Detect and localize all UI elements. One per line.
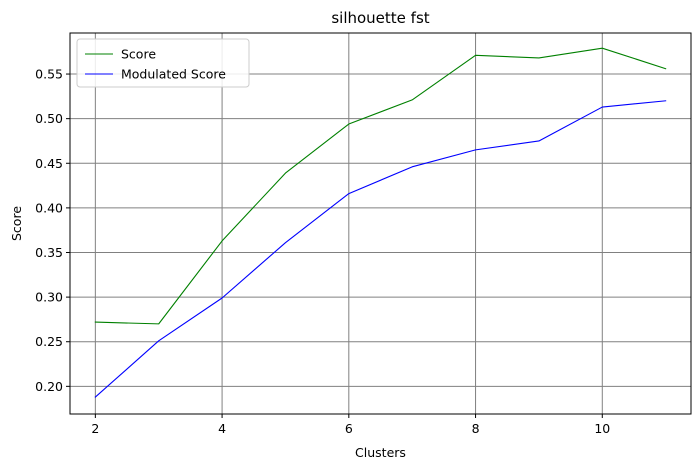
- x-tick-label: 10: [594, 421, 610, 436]
- y-axis-label: Score: [9, 206, 24, 241]
- y-tick-label: 0.45: [35, 156, 63, 171]
- y-tick-label: 0.50: [35, 111, 63, 126]
- grid: [70, 33, 691, 414]
- legend-label: Modulated Score: [121, 67, 226, 82]
- y-axis-ticks: 0.20 0.25 0.30 0.35 0.40 0.45 0.50 0.55: [35, 67, 70, 394]
- x-axis-ticks: 2 4 6 8 10: [91, 414, 610, 436]
- legend-label: Score: [121, 47, 156, 62]
- x-tick-label: 8: [472, 421, 480, 436]
- legend: Score Modulated Score: [76, 38, 250, 88]
- series-line-score: [94, 47, 667, 325]
- y-tick-label: 0.25: [35, 334, 63, 349]
- y-tick-label: 0.55: [35, 67, 63, 82]
- x-tick-label: 2: [91, 421, 99, 436]
- y-tick-label: 0.20: [35, 379, 63, 394]
- plot-area-frame: [69, 32, 692, 415]
- series-lines: [94, 47, 667, 398]
- y-tick-label: 0.40: [35, 200, 63, 215]
- y-tick-label: 0.35: [35, 245, 63, 260]
- x-tick-label: 4: [218, 421, 226, 436]
- legend-box: [76, 38, 250, 88]
- series-line-modulated-score: [94, 100, 667, 398]
- chart-title: silhouette fst: [331, 9, 429, 27]
- x-tick-label: 6: [345, 421, 353, 436]
- y-tick-label: 0.30: [35, 290, 63, 305]
- x-axis-label: Clusters: [355, 445, 406, 460]
